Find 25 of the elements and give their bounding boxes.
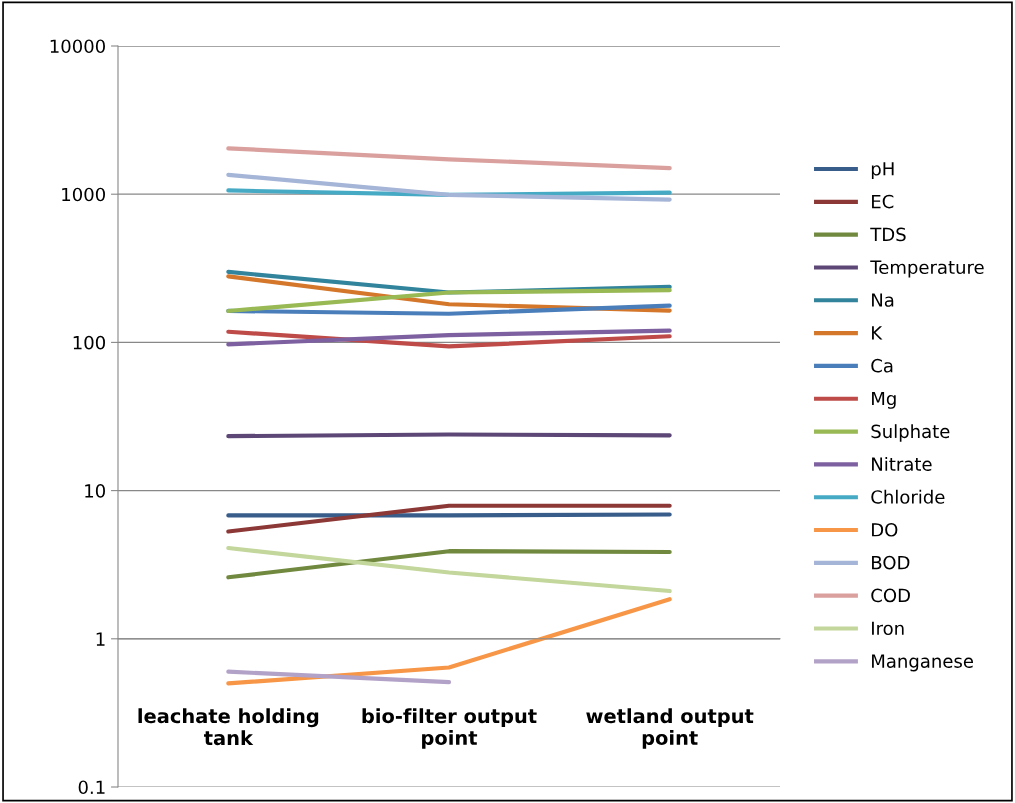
legend-label: BOD [872, 555, 910, 570]
legend-label: Temperature [870, 260, 984, 278]
legend-label: DO [872, 522, 898, 537]
legend-label: Na [872, 293, 894, 307]
legend-label: Mg [872, 391, 896, 409]
legend-label: pH [871, 162, 894, 180]
x-tick-label: bio-filter output point [362, 708, 537, 749]
legend-label: COD [871, 588, 910, 603]
legend-label: TDS [870, 227, 906, 242]
y-tick-label: 10 [85, 484, 105, 498]
legend-label: Manganese [872, 654, 973, 672]
y-tick-label: 0.1 [78, 780, 105, 795]
legend-label: Iron [872, 621, 904, 636]
y-tick-label: 10000 [50, 39, 105, 54]
legend-label: K [872, 326, 883, 340]
y-tick-label: 1 [96, 632, 105, 646]
x-tick-label: leachate holding tank [138, 708, 319, 746]
legend-label: Nitrate [872, 457, 932, 471]
x-tick-label: wetland output point [586, 708, 754, 749]
legend-label: Ca [871, 358, 893, 373]
y-tick-label: 1000 [62, 187, 105, 202]
legend-label: EC [872, 194, 894, 209]
legend-label: Chloride [871, 489, 945, 504]
legend-label: Sulphate [871, 424, 950, 442]
y-tick-label: 100 [73, 335, 105, 350]
